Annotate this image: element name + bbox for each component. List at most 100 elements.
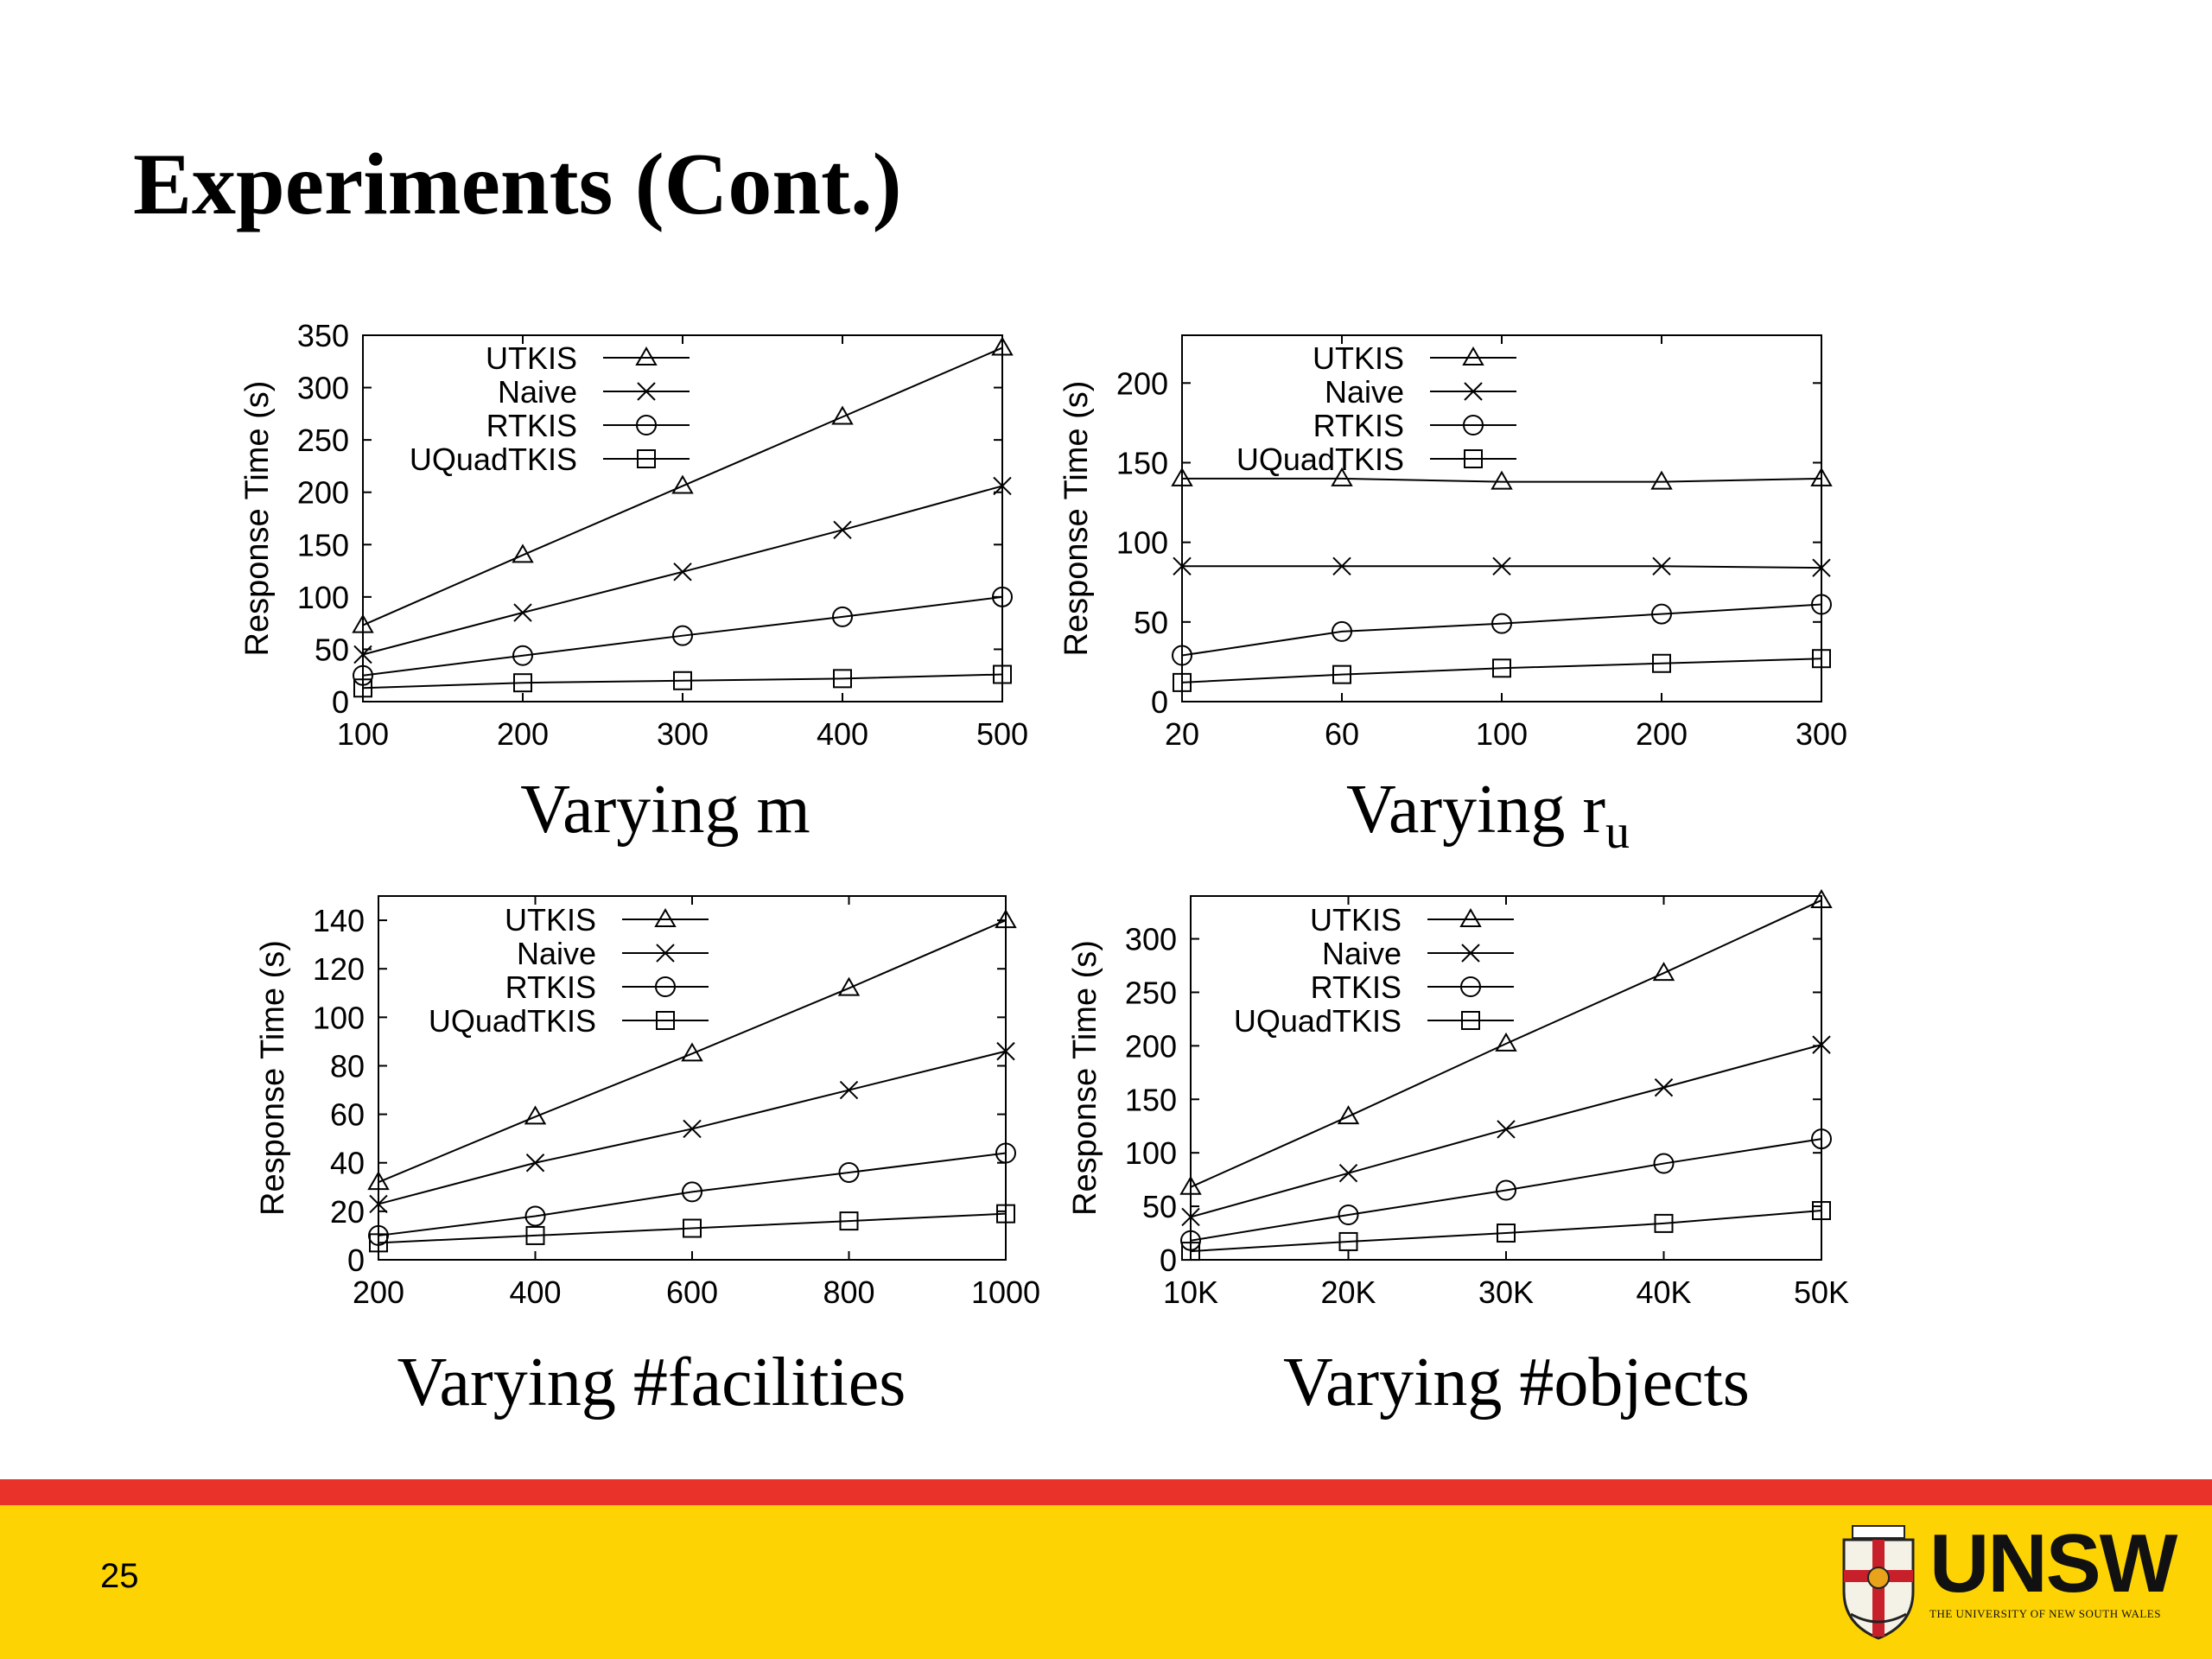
series-line [362,595,1003,677]
y-tick-label: 40 [330,1146,365,1181]
caption-varying-objects: Varying #objects [1283,1344,1750,1421]
y-axis-label: Response Time (s) [239,381,276,657]
series-line [1190,1210,1822,1253]
x-tick-label: 60 [1325,716,1359,752]
x-tick-label: 1000 [971,1274,1040,1310]
x-point [353,645,372,664]
square-point [1492,658,1511,678]
series-line [1190,899,1822,1188]
legend-square-marker [1461,1011,1480,1030]
series-naive [353,476,1012,664]
plot-frame [1181,334,1822,702]
circle-point [1811,594,1832,615]
series-line [378,919,1007,1184]
x-point [996,1041,1015,1061]
legend-x-marker [1461,944,1480,963]
x-point [1181,1207,1200,1227]
circle-point [672,625,693,646]
series-line [1190,1044,1822,1218]
x-tick-label: 300 [1796,716,1847,752]
y-axis-label: Response Time (s) [255,940,291,1216]
x-point [1173,556,1192,576]
unsw-logo: UNSW THE UNIVERSITY OF NEW SOUTH WALES [1839,1522,2177,1643]
legend-square-marker [637,449,656,468]
series-rtkis [353,586,1013,686]
legend-circle-marker [1460,976,1481,997]
series-line [378,1212,1007,1244]
legend-circle-marker [636,415,657,435]
circle-point [838,1161,860,1183]
legend-triangle-marker [635,346,658,365]
series-utkis [352,336,1014,633]
y-tick-label: 100 [313,1000,365,1035]
chart-m: 0 50 100 150 200 250 300 350 100 200 300 400 500 Resp… [239,318,1028,752]
triangle-point [1810,888,1833,908]
series-utkis [1171,467,1833,490]
x-tick-label: 200 [1636,716,1688,752]
x-tick-label: 100 [1476,716,1528,752]
x-tick-label: 200 [353,1274,404,1310]
square-point [1332,664,1351,684]
square-point [353,678,372,698]
y-tick-label: 0 [332,684,349,720]
logo-subtitle: THE UNIVERSITY OF NEW SOUTH WALES [1929,1607,2161,1620]
y-tick-label: 100 [1116,525,1168,561]
chart-objects: 0 50 100 150 200 250 300 10K 20K 30K 40K 50K Respons… [1067,888,1849,1310]
legend-circle-marker [1463,415,1484,435]
square-point [1652,653,1671,673]
x-point [1652,556,1671,576]
series-uquadtkis [369,1204,1015,1253]
legend-label: RTKIS [505,969,596,1005]
y-tick-label: 60 [330,1097,365,1133]
legend-triangle-marker [654,908,677,927]
series-line [362,673,1003,690]
y-tick-label: 300 [297,371,349,406]
square-point [996,1204,1015,1224]
triangle-point [1650,470,1673,490]
unsw-crest-icon [1842,1525,1915,1640]
square-point [993,664,1012,684]
caption-ru-sub: u [1605,805,1630,859]
triangle-point [1331,467,1353,486]
legend-label: UQuadTKIS [429,1003,596,1039]
triangle-point [524,1105,547,1125]
square-point [369,1233,388,1253]
plot-frame [362,334,1003,702]
circle-point [1491,613,1512,634]
legend-triangle-marker [1462,346,1484,365]
triangle-point [837,976,861,996]
circle-point [1651,603,1672,625]
legend-triangle-marker [1459,908,1482,927]
chart-facilities: 0 20 40 60 80 100 120 140 200 400 600 800 1000 Respon… [255,895,1040,1310]
x-point [833,520,852,540]
slide-title: Experiments (Cont.) [133,136,902,233]
series-naive [1181,1035,1831,1227]
triangle-point [1495,1032,1517,1052]
circle-point [1496,1179,1516,1201]
legend-label: RTKIS [1311,969,1402,1005]
series-uquadtkis [1181,1201,1831,1262]
circle-point [1338,1204,1359,1225]
x-tick-label: 400 [509,1274,561,1310]
x-tick-label: 40K [1636,1274,1691,1310]
triangle-point [831,405,854,425]
circle-point [1811,1128,1832,1150]
legend-x-marker [637,382,656,401]
circle-point [995,1142,1016,1164]
y-tick-label: 120 [313,951,365,987]
square-point [833,669,852,689]
x-tick-label: 10K [1163,1274,1218,1310]
legend-label: Naive [1322,936,1402,971]
x-point [513,603,532,622]
square-point [1338,1231,1358,1251]
y-tick-label: 50 [315,632,349,667]
y-tick-label: 100 [297,580,349,615]
series-line [1190,1138,1822,1242]
legend-label: UQuadTKIS [410,442,577,477]
triangle-point [671,474,694,494]
triangle-point [1337,1105,1360,1125]
y-axis-label: Response Time (s) [1058,381,1095,657]
y-tick-label: 50 [1134,605,1168,640]
circle-point [524,1205,546,1227]
